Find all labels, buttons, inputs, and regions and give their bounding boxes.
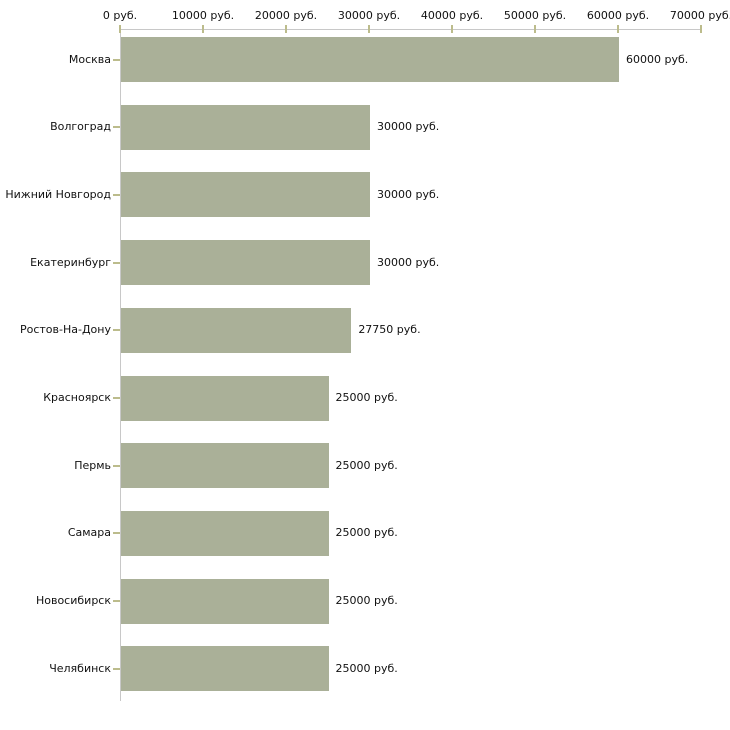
x-tick-label: 70000 руб.: [669, 9, 730, 22]
value-label: 30000 руб.: [377, 120, 440, 134]
y-tick-mark: [113, 58, 120, 61]
value-label: 25000 руб.: [335, 594, 398, 608]
bar: [121, 307, 352, 353]
y-tick-mark: [113, 532, 120, 535]
category-label: Красноярск: [43, 391, 111, 404]
x-tick-label: 0 руб.: [102, 9, 138, 22]
x-tick-mark: [451, 25, 453, 33]
x-tick-mark: [700, 25, 702, 33]
x-tick-mark: [119, 25, 121, 33]
x-tick-label: 10000 руб.: [171, 9, 235, 22]
x-tick-label: 30000 руб.: [337, 9, 401, 22]
category-label: Самара: [67, 526, 111, 540]
y-tick-mark: [113, 667, 120, 670]
category-label: Екатеринбург: [30, 255, 111, 269]
y-axis-line: [120, 25, 121, 701]
category-label: Пермь: [74, 458, 111, 472]
bar: [121, 510, 329, 556]
value-label: 25000 руб.: [335, 458, 398, 472]
y-tick-mark: [113, 600, 120, 603]
value-label: 30000 руб.: [377, 187, 440, 201]
bar: [121, 375, 329, 421]
x-tick-label: 20000 руб.: [254, 9, 318, 22]
category-label: Москва: [68, 52, 111, 66]
bar: [121, 172, 370, 218]
x-tick-mark: [534, 25, 536, 33]
category-label: Ростов-На-Дону: [19, 323, 111, 337]
category-label: Нижний Новгород: [5, 187, 111, 201]
x-axis-line: [120, 29, 701, 30]
bar: [121, 37, 619, 82]
value-label: 25000 руб.: [335, 391, 398, 404]
y-tick-mark: [113, 126, 120, 129]
x-tick-label: 50000 руб.: [503, 9, 567, 22]
category-label: Волгоград: [50, 120, 111, 134]
value-label: 25000 руб.: [335, 526, 398, 540]
category-label: Новосибирск: [35, 594, 111, 608]
y-tick-mark: [113, 261, 120, 264]
y-tick-mark: [113, 464, 120, 467]
bar: [121, 578, 329, 624]
bar: [121, 443, 329, 489]
value-label: 25000 руб.: [335, 661, 398, 675]
value-label: 30000 руб.: [377, 255, 440, 269]
x-tick-mark: [617, 25, 619, 33]
x-tick-mark: [285, 25, 287, 33]
category-label: Челябинск: [49, 661, 111, 675]
x-tick-mark: [202, 25, 204, 33]
bar: [121, 104, 370, 150]
bar: [121, 646, 329, 692]
x-tick-label: 60000 руб.: [586, 9, 650, 22]
y-tick-mark: [113, 397, 120, 399]
bar: [121, 240, 370, 286]
x-tick-mark: [368, 25, 370, 33]
value-label: 60000 руб.: [626, 52, 689, 66]
y-tick-mark: [113, 193, 120, 196]
x-tick-label: 40000 руб.: [420, 9, 484, 22]
y-tick-mark: [113, 329, 120, 332]
value-label: 27750 руб.: [358, 323, 421, 337]
